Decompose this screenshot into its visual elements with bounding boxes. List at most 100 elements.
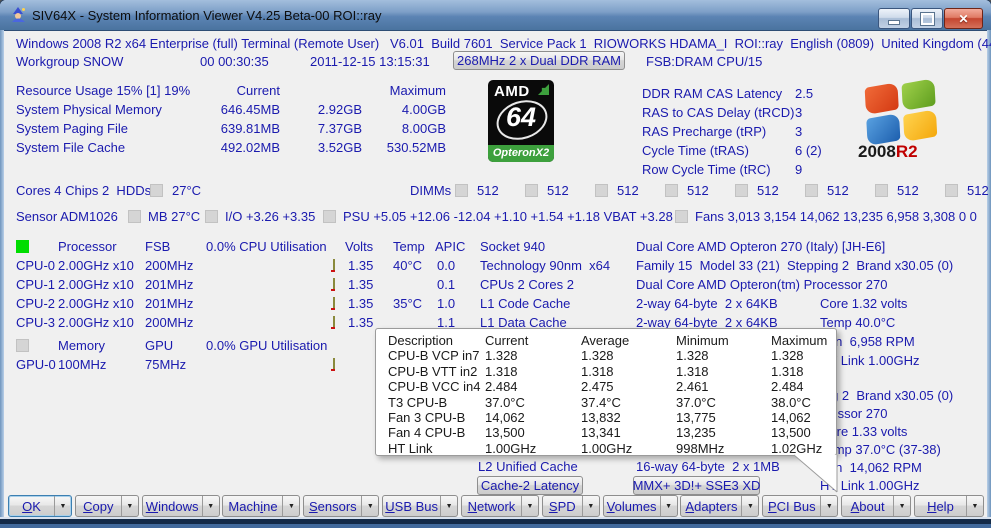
sensors-button[interactable]: Sensors ▼ bbox=[303, 495, 380, 517]
tooltip-maximum: 14,062 bbox=[771, 410, 811, 426]
window-title: SIV64X - System Information Viewer V4.25… bbox=[32, 8, 382, 23]
cpu-socket: Socket 940 bbox=[480, 239, 546, 254]
machine-button[interactable]: Machine ▼ bbox=[222, 495, 301, 517]
cpu-row-apic: 0.0 bbox=[437, 258, 456, 273]
windows-button[interactable]: Windows ▼ bbox=[141, 495, 220, 517]
dimm-size: 512 bbox=[547, 183, 569, 198]
gpu-row-memory: 100MHz bbox=[58, 357, 107, 372]
workgroup-label: Workgroup SNOW bbox=[16, 54, 124, 69]
flag-pane-green bbox=[901, 78, 936, 112]
tooltip-current: 1.318 bbox=[485, 363, 518, 379]
adapters-button[interactable]: Adapters ▼ bbox=[680, 495, 760, 517]
dropdown-arrow-icon[interactable]: ▼ bbox=[201, 496, 219, 516]
dropdown-arrow-icon[interactable]: ▼ bbox=[440, 496, 457, 516]
maximize-icon bbox=[919, 11, 935, 26]
tooltip-row: T3 CPU-B 37.0°C 37.4°C 37.0°C 38.0°C bbox=[388, 395, 836, 410]
dropdown-arrow-icon[interactable]: ▼ bbox=[282, 496, 299, 516]
ddr-timing-label: RAS Precharge (tRP) bbox=[642, 124, 767, 139]
tooltip-current: 1.328 bbox=[485, 348, 518, 364]
minimize-button[interactable] bbox=[878, 8, 910, 29]
dropdown-arrow-icon[interactable]: ▼ bbox=[581, 496, 599, 516]
gpu-status-led bbox=[16, 339, 29, 352]
dimm-led bbox=[735, 184, 748, 197]
help-button[interactable]: Help ▼ bbox=[913, 495, 984, 517]
cpu-row-clock: 2.00GHz x10 bbox=[58, 315, 134, 330]
tooltip-minimum: 13,235 bbox=[676, 425, 716, 441]
dimm-led bbox=[525, 184, 538, 197]
gpu-row-gpu: 75MHz bbox=[145, 357, 187, 372]
dropdown-arrow-icon[interactable]: ▼ bbox=[820, 496, 837, 516]
tooltip-current: 13,500 bbox=[485, 425, 525, 441]
app-icon bbox=[12, 7, 25, 22]
cpu-name: Dual Core AMD Opteron 270 (Italy) [JH-E6… bbox=[636, 239, 886, 254]
gpu-col-memory: Memory bbox=[58, 338, 105, 353]
spd-button[interactable]: SPD ▼ bbox=[541, 495, 600, 517]
window-border-right bbox=[987, 30, 991, 518]
dropdown-arrow-icon[interactable]: ▼ bbox=[965, 496, 983, 516]
cache2-latency-button[interactable]: Cache-2 Latency bbox=[477, 476, 583, 495]
flag-pane-yellow bbox=[903, 109, 938, 142]
tooltip-desc: Fan 3 CPU-B bbox=[388, 410, 466, 426]
cpu-col-processor: Processor bbox=[58, 239, 117, 254]
tooltip-current: 37.0°C bbox=[485, 394, 525, 410]
ddr-timing-label: DDR RAM CAS Latency bbox=[642, 86, 783, 101]
cpu-row-detail: Dual Core AMD Opteron(tm) Processor 270 bbox=[636, 277, 888, 292]
window-border-left bbox=[0, 30, 4, 518]
tooltip-average: 1.328 bbox=[581, 348, 614, 364]
cpu-col-temp: Temp bbox=[393, 239, 425, 254]
dropdown-arrow-icon[interactable]: ▼ bbox=[893, 496, 910, 516]
ddr-timing-value: 2.5 bbox=[795, 86, 814, 101]
tooltip-minimum: 1.328 bbox=[676, 348, 709, 364]
tooltip-average: 37.4°C bbox=[581, 394, 621, 410]
mmx-sse-button[interactable]: MMX+ 3D!+ SSE3 XD bbox=[632, 476, 761, 495]
tooltip-average: 1.00GHz bbox=[581, 440, 633, 456]
cpu-row-name: CPU-3 bbox=[16, 315, 56, 330]
dimm-led bbox=[455, 184, 468, 197]
about-button[interactable]: About ▼ bbox=[841, 495, 912, 517]
tooltip-desc: CPU-B VCP in7 bbox=[388, 348, 480, 364]
cpu-row-temp: 40°C bbox=[393, 258, 423, 273]
tooltip-minimum: 1.318 bbox=[676, 363, 709, 379]
flag-pane-blue bbox=[866, 113, 901, 146]
volumes-button[interactable]: Volumes ▼ bbox=[602, 495, 678, 517]
cpu-row-apic: 1.1 bbox=[437, 315, 456, 330]
resource-row-label: System Paging File bbox=[16, 121, 128, 136]
fans-led bbox=[675, 210, 688, 223]
copy-button[interactable]: Copy ▼ bbox=[74, 495, 139, 517]
hdd-led bbox=[150, 184, 163, 197]
sensor-chip-label: Sensor ADM1026 bbox=[16, 209, 118, 224]
tooltip-row: CPU-B VCC in4 2.484 2.475 2.461 2.484 bbox=[388, 379, 836, 394]
dropdown-arrow-icon[interactable]: ▼ bbox=[54, 496, 71, 516]
ram-speed-button[interactable]: 268MHz 2 x Dual DDR RAM bbox=[453, 51, 625, 70]
hdd-temp: 27°C bbox=[172, 183, 202, 198]
windows-year: 2008 bbox=[858, 142, 896, 161]
tooltip-minimum: 998MHz bbox=[676, 440, 725, 456]
usb-bus-button[interactable]: USB Bus ▼ bbox=[382, 495, 459, 517]
tooltip-col-current: Current bbox=[485, 333, 529, 348]
cpu-row-info: Technology 90nm x64 bbox=[480, 258, 611, 273]
gpu-row-name: GPU-0 bbox=[16, 357, 56, 372]
cpu-utilisation-graph bbox=[331, 316, 335, 329]
cpu-row-volts: 1.35 bbox=[348, 277, 374, 292]
cpu-col-fsb: FSB bbox=[145, 239, 171, 254]
cpu-row-volts: 1.35 bbox=[348, 315, 374, 330]
cpu-row-clock: 2.00GHz x10 bbox=[58, 258, 134, 273]
minimize-icon bbox=[888, 19, 900, 25]
cpu-row-detail: 2-way 64-byte 2 x 64KB bbox=[636, 315, 778, 330]
tooltip-current: 2.484 bbox=[485, 379, 518, 395]
resource-row-peak: 7.37GB bbox=[317, 121, 362, 136]
dropdown-arrow-icon[interactable]: ▼ bbox=[361, 496, 378, 516]
network-button[interactable]: Network ▼ bbox=[460, 495, 539, 517]
dropdown-arrow-icon[interactable]: ▼ bbox=[520, 496, 538, 516]
dropdown-arrow-icon[interactable]: ▼ bbox=[741, 496, 758, 516]
ok-button[interactable]: OK ▼ bbox=[8, 495, 72, 517]
cpu-row-apic: 1.0 bbox=[437, 296, 456, 311]
close-button[interactable]: ✕ bbox=[944, 8, 983, 29]
maximize-button[interactable] bbox=[911, 8, 943, 29]
gpu-utilisation-graph bbox=[331, 358, 335, 371]
pci-bus-button[interactable]: PCI Bus ▼ bbox=[762, 495, 839, 517]
dropdown-arrow-icon[interactable]: ▼ bbox=[659, 496, 677, 516]
dimm-size: 512 bbox=[757, 183, 779, 198]
dropdown-arrow-icon[interactable]: ▼ bbox=[120, 496, 138, 516]
